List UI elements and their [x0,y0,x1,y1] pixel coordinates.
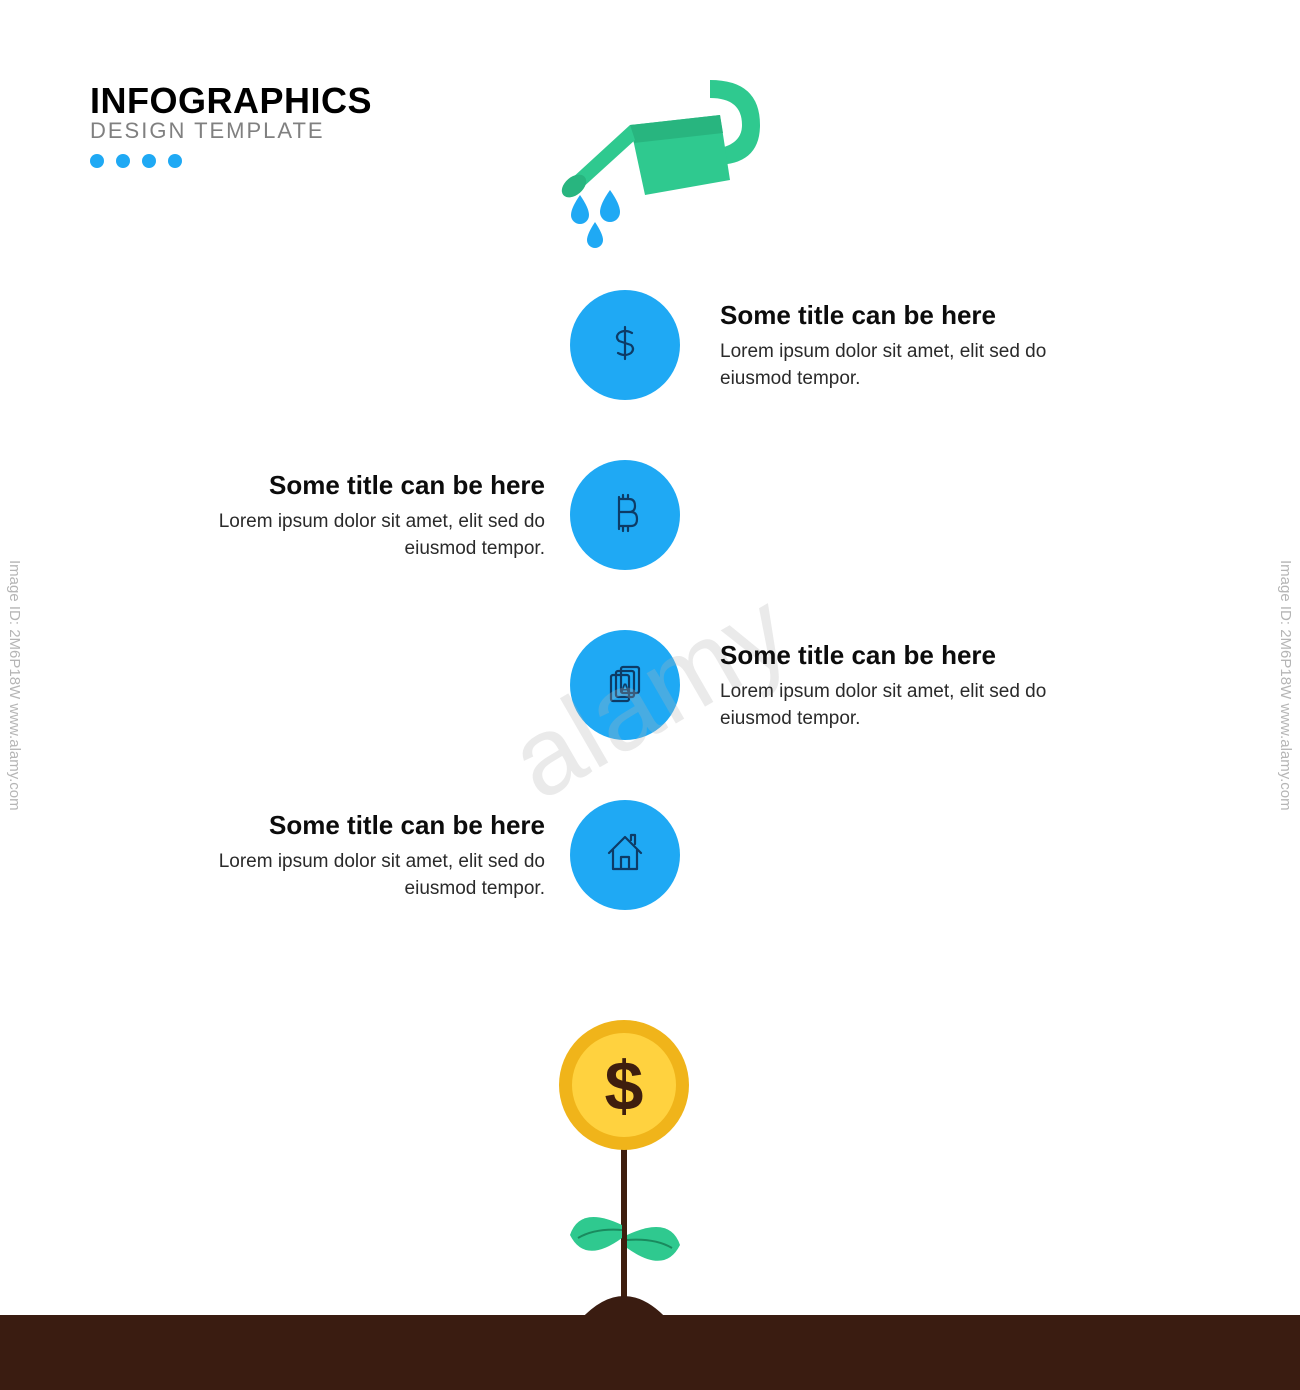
svg-text:A: A [620,680,630,696]
step-circle-documents: A [570,630,680,740]
step-circle-house [570,800,680,910]
watermark-id-left: Image ID: 2M6P18W www.alamy.com [6,560,23,811]
accent-dot [116,154,130,168]
step-body: Lorem ipsum dolor sit amet, elit sed do … [720,339,1100,392]
step-circle-dollar [570,290,680,400]
step-text-3: Some title can be here Lorem ipsum dolor… [720,640,1100,732]
step-body: Lorem ipsum dolor sit amet, elit sed do … [165,509,545,562]
step-circle-bitcoin [570,460,680,570]
dollar-icon [601,319,649,372]
step-title: Some title can be here [720,300,1100,331]
accent-dot [142,154,156,168]
page-title: INFOGRAPHICS [90,80,372,122]
step-title: Some title can be here [165,810,545,841]
accent-dot [168,154,182,168]
step-body: Lorem ipsum dolor sit amet, elit sed do … [165,849,545,902]
step-title: Some title can be here [165,470,545,501]
house-icon [601,829,649,882]
step-text-4: Some title can be here Lorem ipsum dolor… [165,810,545,902]
documents-icon: A [601,659,649,712]
watermark-id-right: Image ID: 2M6P18W www.alamy.com [1277,560,1294,811]
step-text-1: Some title can be here Lorem ipsum dolor… [720,300,1100,392]
step-body: Lorem ipsum dolor sit amet, elit sed do … [720,679,1100,732]
svg-text:$: $ [605,1047,644,1125]
money-plant-icon: $ [530,1020,720,1320]
ground-bar [0,1315,1300,1390]
accent-dot [90,154,104,168]
steps-column: A [570,290,680,970]
header: INFOGRAPHICS DESIGN TEMPLATE [90,80,372,168]
step-text-2: Some title can be here Lorem ipsum dolor… [165,470,545,562]
accent-dots [90,154,372,168]
step-title: Some title can be here [720,640,1100,671]
water-drops-icon [565,190,635,250]
bitcoin-icon [601,489,649,542]
